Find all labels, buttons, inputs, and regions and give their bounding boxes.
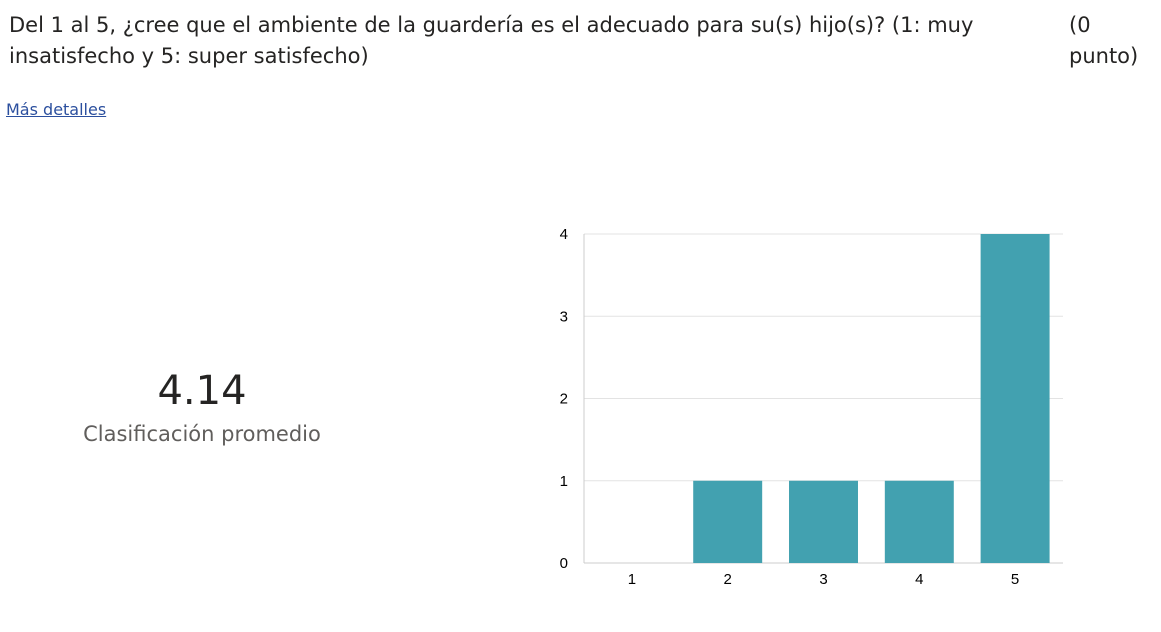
- y-tick-label: 0: [560, 555, 568, 572]
- x-tick-label: 4: [915, 571, 923, 588]
- x-tick-label: 5: [1011, 571, 1019, 588]
- y-tick-label: 4: [560, 226, 568, 243]
- more-details-link[interactable]: Más detalles: [6, 100, 107, 119]
- average-rating-label: Clasificación promedio: [83, 422, 321, 446]
- rating-bar-chart: 0 1 2 3 4 1 2 3 4 5: [560, 226, 1063, 588]
- x-tick-label: 1: [628, 571, 636, 588]
- bar-4: [884, 480, 954, 563]
- y-tick-label: 1: [560, 473, 568, 490]
- question-text: Del 1 al 5, ¿cree que el ambiente de la …: [9, 13, 974, 68]
- bar-5: [980, 234, 1050, 563]
- question-points: (0 punto): [1069, 13, 1139, 68]
- average-rating-value: 4.14: [157, 368, 247, 414]
- bar-3: [789, 480, 858, 563]
- x-tick-label: 2: [724, 571, 732, 588]
- y-tick-label: 3: [560, 308, 568, 325]
- x-tick-label: 3: [819, 571, 827, 588]
- bar-2: [693, 480, 763, 563]
- y-tick-label: 2: [560, 391, 568, 408]
